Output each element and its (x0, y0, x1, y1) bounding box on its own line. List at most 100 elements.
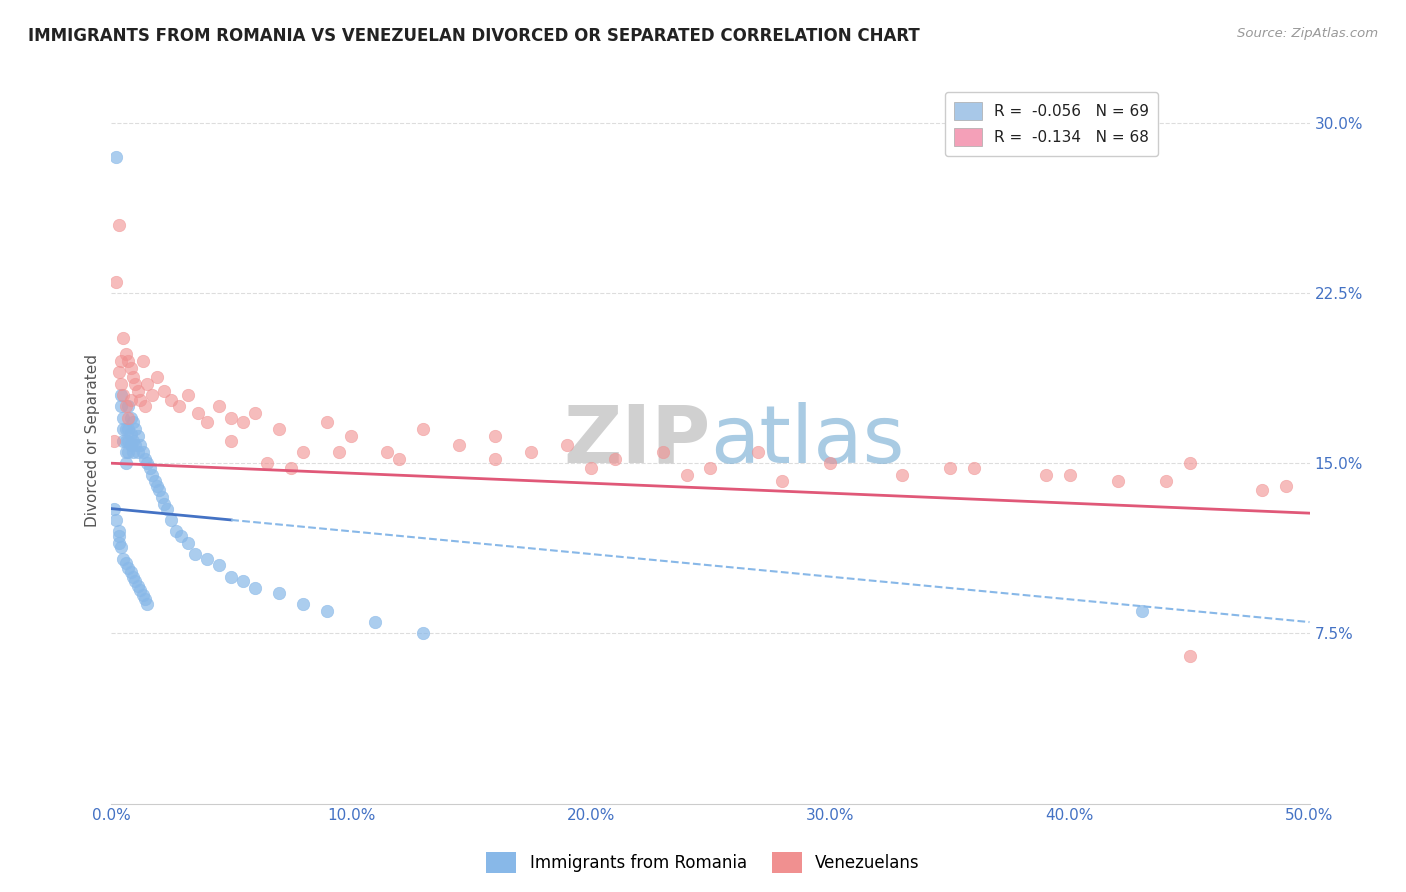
Point (747, 445, 769, 459)
Point (120, 565, 142, 579)
Point (484, 429, 506, 443)
Point (131, 354, 153, 368)
Point (177, 535, 200, 549)
Point (651, 445, 673, 459)
Point (1154, 475, 1177, 489)
Point (963, 460, 986, 475)
Point (1130, 604, 1153, 618)
Point (292, 597, 315, 611)
Point (820, 456, 842, 470)
Point (146, 370, 169, 384)
Point (177, 388, 200, 402)
Point (120, 360, 142, 375)
Point (165, 524, 187, 539)
Point (232, 416, 254, 430)
Point (770, 475, 793, 489)
Text: IMMIGRANTS FROM ROMANIA VS VENEZUELAN DIVORCED OR SEPARATED CORRELATION CHART: IMMIGRANTS FROM ROMANIA VS VENEZUELAN DI… (28, 27, 920, 45)
Point (117, 354, 139, 368)
Point (103, 434, 125, 448)
Point (195, 416, 218, 430)
Point (208, 400, 231, 414)
Point (107, 366, 129, 380)
Point (555, 438, 578, 452)
Point (136, 376, 159, 391)
Point (127, 429, 149, 443)
Point (412, 422, 434, 436)
Point (375, 445, 398, 459)
Point (243, 581, 266, 595)
Point (114, 347, 136, 361)
Point (143, 475, 166, 489)
Point (146, 479, 169, 493)
Point (134, 451, 156, 466)
Point (114, 422, 136, 436)
Point (170, 529, 193, 543)
Point (153, 497, 176, 511)
Point (134, 400, 156, 414)
Point (110, 540, 132, 554)
Point (167, 400, 190, 414)
Point (107, 218, 129, 232)
Point (153, 384, 176, 398)
Legend: R =  -0.056   N = 69, R =  -0.134   N = 68: R = -0.056 N = 69, R = -0.134 N = 68 (945, 93, 1159, 155)
Point (519, 445, 541, 459)
Point (269, 585, 291, 599)
Point (114, 556, 136, 570)
Point (120, 426, 142, 441)
Point (107, 535, 129, 549)
Legend: Immigrants from Romania, Venezuelans: Immigrants from Romania, Venezuelans (479, 846, 927, 880)
Point (675, 467, 697, 482)
Point (340, 429, 363, 443)
Point (110, 354, 132, 368)
Point (117, 422, 139, 436)
Point (1107, 475, 1129, 489)
Point (219, 410, 242, 425)
Point (219, 570, 242, 584)
Point (112, 410, 135, 425)
Point (124, 422, 146, 436)
Text: ZIP: ZIP (564, 401, 710, 480)
Point (117, 434, 139, 448)
Point (141, 467, 163, 482)
Point (114, 434, 136, 448)
Point (127, 384, 149, 398)
Point (141, 388, 163, 402)
Point (364, 615, 387, 629)
Point (122, 445, 145, 459)
Point (117, 445, 139, 459)
Point (120, 410, 142, 425)
Point (110, 388, 132, 402)
Point (120, 438, 142, 452)
Text: Source: ZipAtlas.com: Source: ZipAtlas.com (1237, 27, 1378, 40)
Point (112, 422, 135, 436)
Point (129, 583, 152, 598)
Point (160, 513, 183, 527)
Point (105, 275, 128, 289)
Point (160, 392, 183, 407)
Point (114, 456, 136, 470)
Point (127, 579, 149, 593)
Point (292, 445, 315, 459)
Point (1178, 456, 1201, 470)
Point (699, 460, 721, 475)
Point (1250, 483, 1272, 498)
Point (232, 574, 254, 589)
Point (117, 410, 139, 425)
Point (150, 490, 173, 504)
Point (120, 392, 142, 407)
Point (195, 551, 218, 566)
Point (1059, 467, 1081, 482)
Point (122, 416, 145, 430)
Point (1035, 467, 1057, 482)
Point (110, 400, 132, 414)
Point (103, 501, 125, 516)
Point (412, 626, 434, 640)
Point (891, 467, 914, 482)
Point (269, 422, 291, 436)
Point (388, 451, 411, 466)
Point (117, 560, 139, 574)
Point (155, 501, 177, 516)
Point (122, 370, 145, 384)
Point (112, 388, 135, 402)
Point (579, 460, 602, 475)
